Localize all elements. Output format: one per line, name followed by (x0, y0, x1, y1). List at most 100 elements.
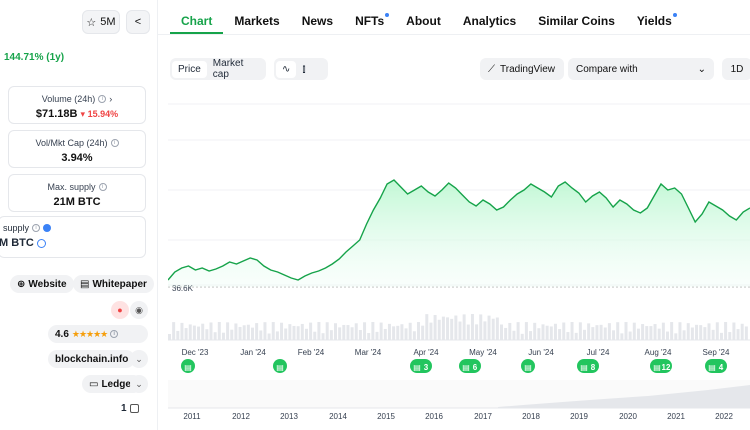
volume-bar (280, 322, 284, 340)
volume-bar (641, 324, 645, 340)
tradingview-label: TradingView (500, 63, 556, 75)
volume-bar (578, 322, 582, 340)
volume-bar (338, 327, 342, 340)
info-icon[interactable]: i (98, 95, 107, 103)
rating-chip[interactable]: 4.6 ★★★★★ i (48, 325, 148, 343)
tab-chart[interactable]: Chart (170, 0, 224, 34)
supply-label: supply (3, 223, 30, 233)
year-tick-label: 2016 (425, 412, 443, 421)
news-icon: ▤ (184, 363, 192, 372)
volume-bar (217, 322, 221, 340)
star-rating-icon: ★★★★★ (71, 328, 108, 339)
news-count: 6 (473, 363, 478, 372)
volume-bar (263, 322, 267, 340)
volume-bar (176, 330, 180, 340)
compare-dropdown[interactable]: Compare with ⌄ (568, 58, 714, 80)
volume-bar (433, 315, 437, 340)
volume-bar (516, 322, 520, 340)
volume-bar (583, 329, 586, 340)
volume-bar (483, 321, 487, 340)
volume-bar (562, 322, 566, 340)
tab-news[interactable]: News (291, 0, 344, 34)
volume-bar (317, 322, 321, 340)
explorer-dropdown[interactable]: blockchain.info (48, 350, 136, 368)
tab-similar-coins[interactable]: Similar Coins (527, 0, 626, 34)
watchlist-button[interactable]: ☆ 5M (82, 10, 120, 34)
news-icon: ▤ (653, 363, 661, 372)
price-mcap-toggle: Price Market cap (170, 58, 266, 80)
website-link[interactable]: ⊕ Website (10, 275, 74, 293)
volume-bar (201, 323, 205, 340)
news-marker (273, 359, 287, 373)
volume-bar (612, 330, 616, 340)
price-change-1y: 144.71% (1y) (4, 52, 65, 63)
info-icon[interactable]: i (32, 224, 41, 232)
news-marker (410, 359, 432, 373)
price-chart[interactable]: 36.6K Dec '23 Jan '24 Feb '24 Mar '24 Apr '24… (168, 100, 750, 430)
chevron-right-icon[interactable]: › (109, 94, 113, 104)
reddit-icon[interactable]: ● (111, 301, 129, 319)
volume-bar (184, 328, 188, 340)
volume-bar (624, 322, 628, 340)
volume-bar (570, 322, 574, 340)
volume-bar (209, 322, 213, 340)
volume-change: 15.94% (87, 109, 119, 119)
volume-bar (321, 333, 325, 340)
chevron-down-icon[interactable]: ⌄ (130, 375, 148, 393)
market-cap-toggle[interactable]: Market cap (212, 58, 244, 80)
copy-count[interactable]: 1 (121, 403, 139, 414)
chevron-down-icon: ⌄ (697, 63, 706, 75)
volume-bar (699, 325, 703, 340)
tradingview-button[interactable]: ⟋ TradingView (480, 58, 564, 80)
tab-label: News (301, 14, 334, 28)
year-tick-label: 2017 (474, 412, 492, 421)
circulating-supply-card: supply i M BTC (0, 216, 146, 258)
volume-bar (288, 324, 292, 340)
count-value: 1 (121, 403, 127, 414)
line-chart-icon[interactable]: ∿ (276, 60, 297, 78)
chevron-down-icon[interactable]: ⌄ (130, 350, 148, 368)
volume-bar (392, 326, 396, 340)
tab-about[interactable]: About (395, 0, 452, 34)
x-tick-label: Sep '24 (703, 348, 730, 357)
github-icon[interactable]: ◉ (130, 301, 148, 319)
volume-bar (205, 329, 209, 340)
tab-nfts[interactable]: NFTs (344, 0, 395, 34)
tab-markets[interactable]: Markets (223, 0, 290, 34)
volume-bar (524, 322, 528, 340)
candlestick-icon[interactable]: ⫾ (302, 63, 306, 75)
info-icon[interactable]: i (110, 330, 119, 338)
volume-bar (259, 330, 263, 340)
volume-bar (715, 322, 719, 340)
volume-bar (558, 329, 562, 340)
volume-bar (234, 323, 238, 340)
volume-bar (383, 328, 387, 340)
volume-bar (678, 322, 682, 340)
wallet-dropdown[interactable]: ▭ Ledger (82, 375, 142, 393)
tab-analytics[interactable]: Analytics (452, 0, 527, 34)
volume-bar (695, 324, 699, 340)
tab-yields[interactable]: Yields (626, 0, 683, 34)
volume-bar (541, 324, 545, 340)
volume-bar (425, 314, 429, 340)
copy-icon (129, 404, 139, 413)
volume-bar (230, 329, 234, 340)
whitepaper-link[interactable]: ▤ Whitepaper (73, 275, 154, 293)
info-icon[interactable]: i (98, 183, 107, 191)
volume-bar (520, 333, 524, 340)
year-tick-label: 2013 (280, 412, 298, 421)
watch-count: 5M (100, 16, 116, 28)
news-count: 4 (719, 363, 724, 372)
news-icon: ▤ (580, 363, 588, 372)
tab-label: Markets (234, 14, 280, 28)
volume-bar (607, 323, 611, 340)
year-tick-label: 2019 (570, 412, 588, 421)
share-button[interactable]: < (126, 10, 150, 34)
range-1d-button[interactable]: 1D (722, 58, 750, 80)
price-toggle[interactable]: Price (172, 60, 207, 78)
volume-bar (628, 331, 632, 340)
volume-bar (574, 332, 578, 340)
volume-bar (358, 330, 362, 340)
max-supply-value: 21M BTC (53, 196, 101, 208)
info-icon[interactable]: i (110, 139, 119, 147)
